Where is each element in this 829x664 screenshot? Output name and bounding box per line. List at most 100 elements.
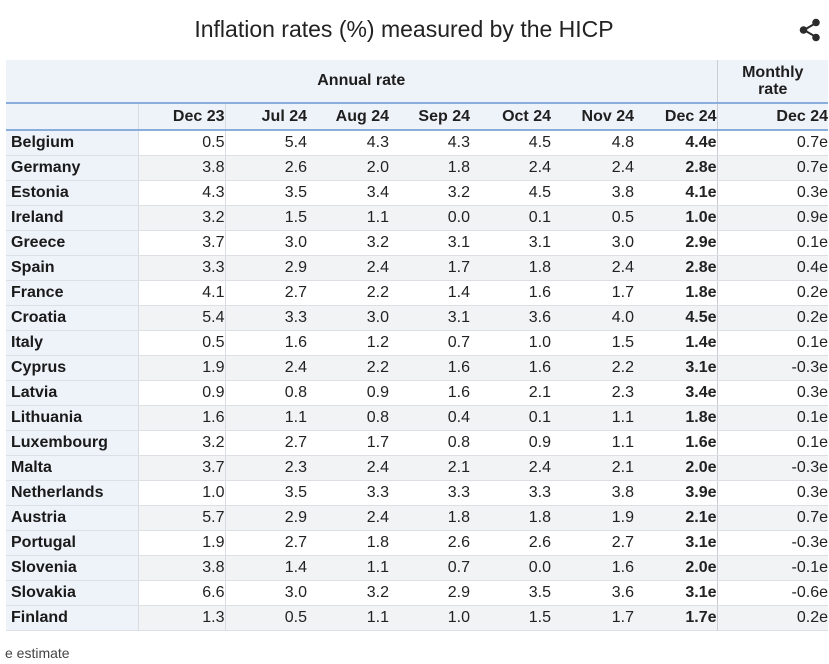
value-cell: 1.0 (470, 330, 551, 356)
value-cell: 4.3 (307, 130, 389, 156)
value-cell: 2.2 (551, 355, 634, 381)
value-cell: 3.7 (137, 455, 225, 481)
value-cell: 1.9 (137, 530, 225, 556)
value-cell: 3.2 (307, 230, 389, 256)
value-cell: 1.9 (137, 355, 225, 381)
value-cell: 3.5 (224, 480, 307, 506)
country-cell: Cyprus (6, 355, 138, 381)
value-cell: 1.6e (634, 430, 718, 456)
value-cell: 1.6 (389, 380, 470, 406)
column-header-dec-23[interactable]: Dec 23 (137, 103, 225, 131)
column-header-nov-24[interactable]: Nov 24 (551, 103, 634, 131)
value-cell: -0.3e (716, 530, 829, 556)
value-cell: 0.3e (716, 180, 829, 206)
table-row: Lithuania 1.6 1.1 0.8 0.4 0.1 1.1 1.8e 0.1e (6, 405, 829, 431)
value-cell: 2.9 (224, 505, 307, 531)
column-header-monthly-dec-24[interactable]: Dec 24 (716, 103, 829, 131)
value-cell: 1.0 (137, 480, 225, 506)
value-cell: -0.3e (716, 455, 829, 481)
value-cell: 4.8 (551, 130, 634, 156)
value-cell: 0.4 (389, 405, 470, 431)
value-cell: 1.6 (551, 555, 634, 581)
share-button[interactable] (797, 17, 823, 43)
value-cell: 2.6 (389, 530, 470, 556)
country-cell: France (6, 280, 138, 306)
country-cell: Estonia (6, 180, 138, 206)
country-cell: Portugal (6, 530, 138, 556)
value-cell: 2.2 (307, 355, 389, 381)
value-cell: 1.6 (137, 405, 225, 431)
value-cell: 1.7 (551, 605, 634, 631)
table-row: Ireland 3.2 1.5 1.1 0.0 0.1 0.5 1.0e 0.9e (6, 205, 829, 231)
value-cell: 0.5 (224, 605, 307, 631)
value-cell: 3.2 (307, 580, 389, 606)
value-cell: 2.0 (307, 155, 389, 181)
value-cell: 3.4e (634, 380, 718, 406)
value-cell: 0.0 (389, 205, 470, 231)
value-cell: 2.4 (307, 255, 389, 281)
country-cell: Spain (6, 255, 138, 281)
column-header-oct-24[interactable]: Oct 24 (470, 103, 551, 131)
table-row: Austria 5.7 2.9 2.4 1.8 1.8 1.9 2.1e 0.7e (6, 505, 829, 531)
value-cell: 2.4 (470, 155, 551, 181)
value-cell: 2.4 (551, 255, 634, 281)
value-cell: 1.9 (551, 505, 634, 531)
value-cell: 0.1e (716, 230, 829, 256)
value-cell: 1.5 (470, 605, 551, 631)
value-cell: 3.1e (634, 530, 718, 556)
value-cell: 0.5 (551, 205, 634, 231)
country-cell: Slovenia (6, 555, 138, 581)
value-cell: 3.1 (389, 305, 470, 331)
column-header-aug-24[interactable]: Aug 24 (307, 103, 389, 131)
value-cell: 3.8 (551, 480, 634, 506)
column-header-dec-24[interactable]: Dec 24 (634, 103, 718, 131)
value-cell: 1.8 (389, 155, 470, 181)
value-cell: 2.2 (307, 280, 389, 306)
value-cell: 4.5 (470, 130, 551, 156)
value-cell: 1.4e (634, 330, 718, 356)
value-cell: 0.1e (716, 330, 829, 356)
value-cell: 3.0 (224, 580, 307, 606)
value-cell: 0.9e (716, 205, 829, 231)
value-cell: 3.6 (551, 580, 634, 606)
value-cell: 2.1 (389, 455, 470, 481)
country-cell: Finland (6, 605, 138, 631)
value-cell: 1.6 (389, 355, 470, 381)
value-cell: 4.5 (470, 180, 551, 206)
value-cell: 3.3 (307, 480, 389, 506)
monthly-rate-label-line2: rate (758, 81, 788, 98)
value-cell: 3.8 (137, 555, 225, 581)
value-cell: 0.9 (470, 430, 551, 456)
value-cell: 2.7 (224, 530, 307, 556)
value-cell: 3.4 (307, 180, 389, 206)
value-cell: 4.1e (634, 180, 718, 206)
table-row: Malta 3.7 2.3 2.4 2.1 2.4 2.1 2.0e -0.3e (6, 455, 829, 481)
annual-rate-header: Annual rate (6, 60, 718, 104)
value-cell: 1.6 (470, 280, 551, 306)
value-cell: 3.8 (137, 155, 225, 181)
value-cell: 2.7 (224, 430, 307, 456)
value-cell: 1.7 (551, 280, 634, 306)
value-cell: 1.7 (307, 430, 389, 456)
value-cell: 0.7 (389, 330, 470, 356)
value-cell: 2.1 (551, 455, 634, 481)
value-cell: 0.7e (716, 130, 829, 156)
table-row: Latvia 0.9 0.8 0.9 1.6 2.1 2.3 3.4e 0.3e (6, 380, 829, 406)
value-cell: 2.0e (634, 555, 718, 581)
country-cell: Latvia (6, 380, 138, 406)
column-header-sep-24[interactable]: Sep 24 (389, 103, 470, 131)
value-cell: 3.0 (224, 230, 307, 256)
value-cell: 1.4 (389, 280, 470, 306)
value-cell: 2.7 (224, 280, 307, 306)
value-cell: 1.6 (224, 330, 307, 356)
value-cell: 0.1 (470, 205, 551, 231)
value-cell: 3.3 (389, 480, 470, 506)
value-cell: -0.1e (716, 555, 829, 581)
value-cell: 2.4 (224, 355, 307, 381)
value-cell: 2.9 (224, 255, 307, 281)
value-cell: 1.5 (224, 205, 307, 231)
column-header-jul-24[interactable]: Jul 24 (224, 103, 307, 131)
value-cell: 3.5 (470, 580, 551, 606)
value-cell: 1.1 (307, 605, 389, 631)
country-cell: Luxembourg (6, 430, 138, 456)
